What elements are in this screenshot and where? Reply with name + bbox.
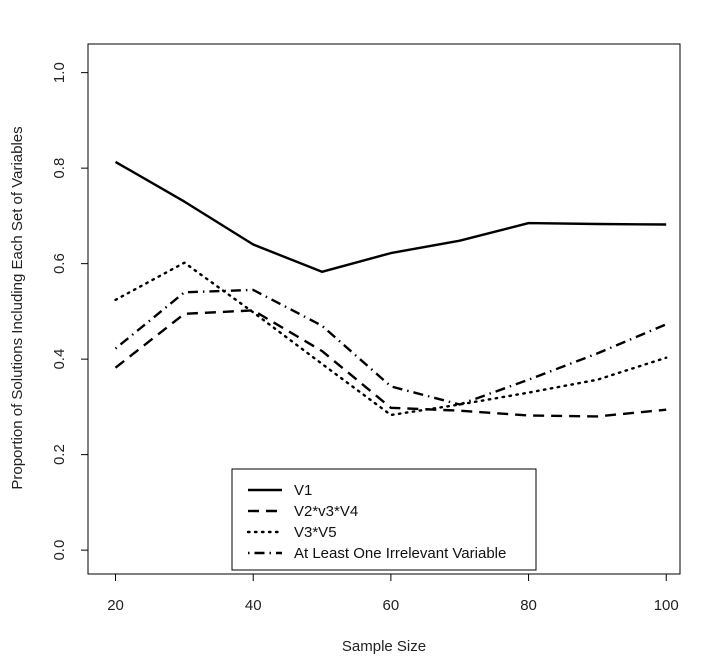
- y-tick-label: 0.2: [51, 444, 68, 465]
- x-axis-label: Sample Size: [342, 638, 426, 655]
- series-line-dotdash: [114, 288, 667, 406]
- legend-label: At Least One Irrelevant Variable: [294, 545, 506, 562]
- series-line-dotted: [114, 261, 668, 417]
- y-tick-label: 0.0: [51, 540, 68, 561]
- x-tick-label: 40: [245, 597, 262, 614]
- y-axis-label: Proportion of Solutions Including Each S…: [9, 126, 26, 489]
- y-tick-label: 1.0: [51, 62, 68, 83]
- series-line-dashed: [114, 309, 667, 418]
- x-tick-label: 100: [654, 597, 679, 614]
- x-axis: 20 40 60 80 100: [107, 573, 679, 614]
- y-tick-label: 0.4: [51, 349, 68, 370]
- y-axis: 0.0 0.2 0.4 0.6 0.8 1.0: [51, 62, 89, 561]
- legend-label: V3*V5: [294, 524, 337, 541]
- y-tick-label: 0.6: [51, 253, 68, 274]
- legend-label: V2*v3*V4: [294, 503, 358, 520]
- legend: V1 V2*v3*V4 V3*V5 At Least One Irrelevant V…: [231, 468, 537, 571]
- series-line-solid: [114, 160, 667, 273]
- x-tick-label: 80: [520, 597, 537, 614]
- legend-label: V1: [294, 482, 312, 499]
- x-tick-label: 60: [383, 597, 400, 614]
- legend-box: [231, 468, 537, 571]
- series-layer: [114, 160, 668, 418]
- y-tick-label: 0.8: [51, 158, 68, 179]
- x-tick-label: 20: [107, 597, 124, 614]
